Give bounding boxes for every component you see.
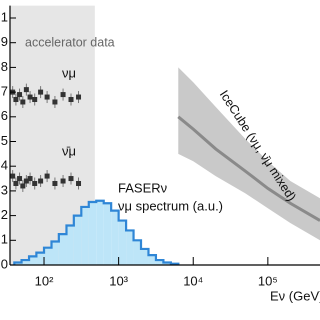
- y-tick-label: 1: [1, 9, 8, 24]
- histogram-bar: [141, 248, 149, 265]
- data-point: [38, 89, 44, 95]
- faser-sublabel: νμ spectrum (a.u.): [118, 198, 223, 213]
- histogram-bar: [96, 200, 104, 265]
- data-point: [10, 173, 16, 179]
- data-point: [44, 173, 50, 179]
- data-point: [23, 178, 29, 184]
- histogram-bar: [66, 225, 74, 265]
- histogram-bar: [51, 241, 59, 265]
- histogram-bar: [111, 210, 119, 265]
- faser-label: FASERν: [118, 180, 167, 195]
- data-point: [38, 178, 44, 184]
- data-point: [27, 94, 33, 100]
- histogram-bar: [81, 206, 89, 265]
- data-point: [60, 178, 66, 184]
- data-point: [17, 176, 23, 182]
- icecube-band: [178, 67, 320, 241]
- histogram-bar: [118, 220, 127, 265]
- data-point: [20, 183, 26, 189]
- x-tick-label: 10⁵: [258, 273, 278, 288]
- icecube-line: [177, 115, 320, 222]
- histogram-outline: [13, 199, 180, 265]
- y-tick-label: 0.6: [0, 108, 8, 123]
- x-axis-label: Eν (GeV): [270, 288, 320, 303]
- y-tick-label: 0.7: [0, 84, 8, 99]
- histogram-bar: [133, 240, 142, 265]
- y-tick-label: 0.5: [0, 133, 8, 148]
- histogram-bar: [126, 230, 134, 265]
- region-label: accelerator data: [25, 35, 115, 49]
- data-point: [52, 99, 58, 105]
- data-point: [17, 92, 23, 98]
- data-point: [76, 94, 82, 100]
- y-tick-label: 0.2: [0, 207, 8, 222]
- data-point: [76, 180, 82, 186]
- histogram-bar: [14, 262, 22, 265]
- histogram-bar: [73, 215, 82, 265]
- histogram-bar: [148, 255, 156, 265]
- data-point: [68, 97, 74, 103]
- histogram-bar: [155, 260, 164, 265]
- histogram-bar: [103, 203, 112, 265]
- data-point: [52, 180, 58, 186]
- y-tick-label: 0.9: [0, 34, 8, 49]
- histogram-bar: [163, 262, 171, 265]
- data-point: [27, 176, 33, 182]
- histogram-bar: [44, 247, 52, 265]
- data-point: [44, 94, 50, 100]
- y-tick-label: 0.4: [0, 158, 8, 173]
- data-point: [32, 97, 38, 103]
- data-point: [23, 87, 29, 93]
- y-tick-label: 0.8: [0, 59, 8, 74]
- x-tick-label: 10⁴: [183, 273, 203, 288]
- y-tick-label: 0.1: [0, 232, 8, 247]
- y-tick-label: 0: [1, 256, 8, 271]
- data-point: [13, 97, 19, 103]
- data-point: [20, 99, 26, 105]
- y-tick-label: 0.3: [0, 182, 8, 197]
- data-point: [60, 92, 66, 98]
- histogram-bar: [88, 202, 97, 265]
- histogram-bar: [29, 256, 37, 265]
- series-label: νμ: [62, 65, 76, 80]
- x-tick-label: 10³: [109, 273, 128, 288]
- histogram-bar: [58, 234, 67, 265]
- histogram-bar: [36, 252, 45, 265]
- data-point: [13, 180, 19, 186]
- histogram-bar: [21, 260, 30, 265]
- series-label: ν̄μ: [62, 143, 76, 158]
- data-point: [32, 180, 38, 186]
- x-tick-label: 10²: [35, 273, 54, 288]
- data-point: [68, 176, 74, 182]
